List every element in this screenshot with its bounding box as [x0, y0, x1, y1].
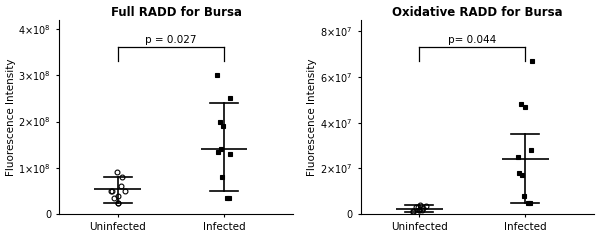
Title: Full RADD for Bursa: Full RADD for Bursa: [111, 5, 242, 19]
Text: p= 0.044: p= 0.044: [448, 35, 496, 45]
Y-axis label: Fluorescence Intensity: Fluorescence Intensity: [5, 58, 16, 176]
Y-axis label: Fluorescence Intensity: Fluorescence Intensity: [307, 58, 317, 176]
Text: p = 0.027: p = 0.027: [145, 35, 197, 45]
Title: Oxidative RADD for Bursa: Oxidative RADD for Bursa: [392, 5, 563, 19]
